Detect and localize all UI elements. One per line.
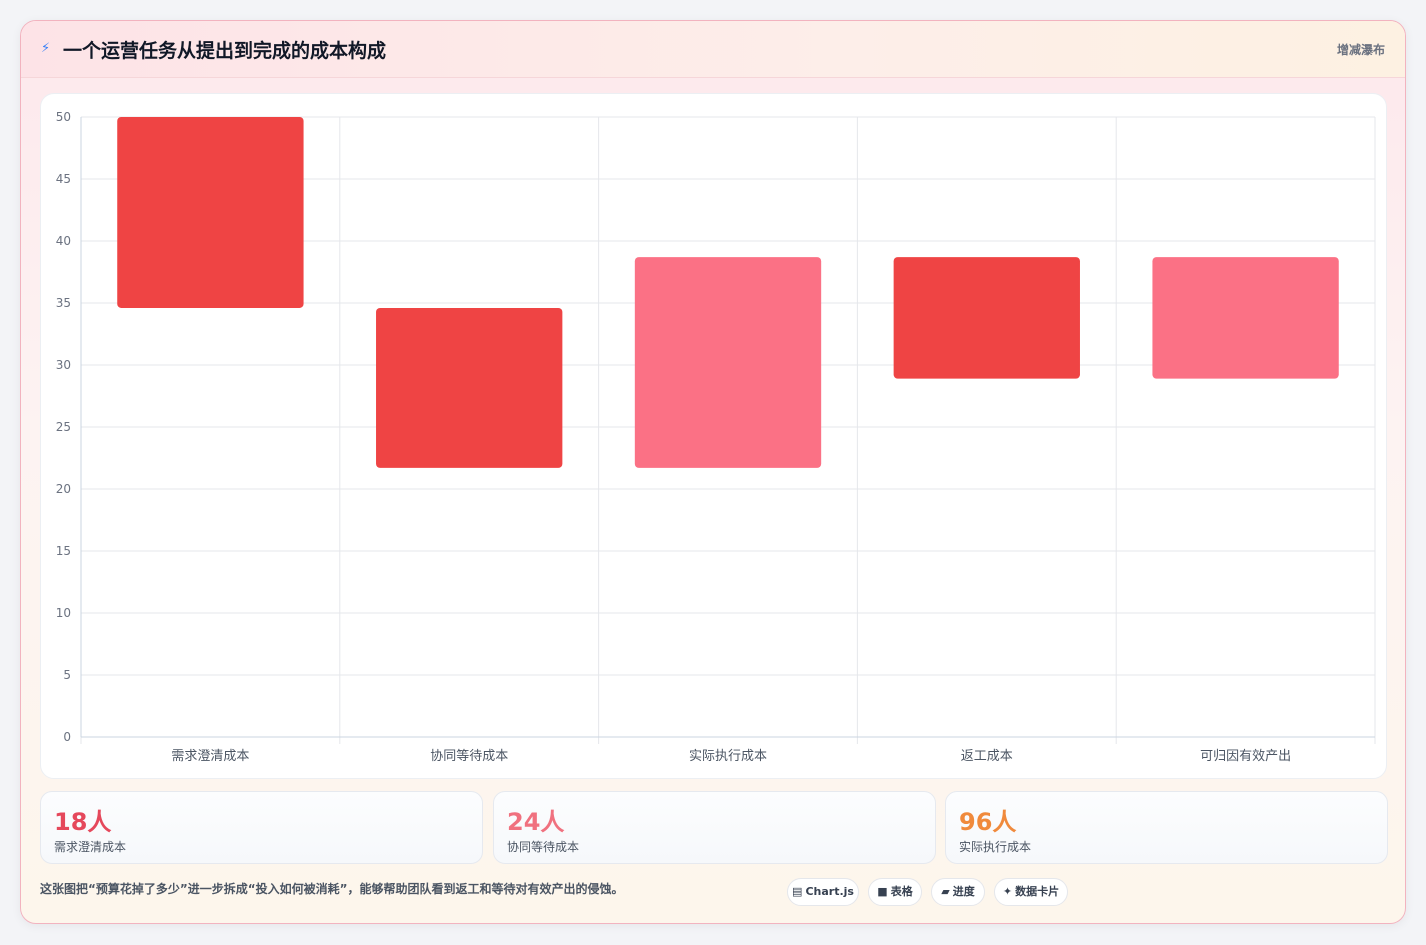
waterfall-chart: 0 5 10 15 20 25 30 35 40 45 50 需求澄清成本 协同等待成本 实际执行成本 返工… [56, 110, 1376, 764]
stat-label: 协同等待成本 [507, 840, 580, 854]
stat-label: 实际执行成本 [959, 840, 1032, 854]
y-tick-label: 35 [56, 296, 71, 310]
bar [1152, 257, 1339, 379]
page-title: 一个运营任务从提出到完成的成本构成 [63, 40, 387, 62]
x-tick-label: 协同等待成本 [430, 748, 508, 764]
x-tick-label: 返工成本 [961, 749, 1013, 764]
y-tick-label: 25 [56, 420, 71, 434]
y-tick-label: 40 [56, 234, 71, 248]
stat-card-clarify: 18人 需求澄清成本 [40, 791, 483, 864]
chart-icon: ▤ [792, 885, 803, 898]
stat-label: 需求澄清成本 [54, 840, 127, 854]
bar [893, 257, 1080, 379]
card-header: ⚡ 一个运营任务从提出到完成的成本构成 增减瀑布 [21, 21, 1405, 78]
y-tick-label: 20 [56, 482, 71, 496]
chip-datacard[interactable]: ✦ 数据卡片 [994, 878, 1068, 906]
y-tick-label: 30 [56, 358, 71, 372]
bar [117, 117, 304, 308]
stat-value: 18人 [54, 808, 112, 836]
y-tick-label: 15 [56, 544, 71, 558]
chip-chartjs[interactable]: ▤ Chart.js [787, 878, 859, 906]
stat-value: 24人 [507, 808, 565, 836]
y-tick-label: 0 [63, 730, 71, 744]
x-tick-label: 实际执行成本 [689, 749, 767, 764]
progress-icon: ▰ [941, 885, 950, 898]
chart-card: ⚡ 一个运营任务从提出到完成的成本构成 增减瀑布 0 5 10 15 20 25 30 35 4… [20, 20, 1406, 924]
y-tick-label: 50 [56, 110, 71, 124]
chip-label: 表格 [890, 885, 913, 898]
chip-label: Chart.js [805, 885, 854, 898]
x-tick-label: 可归因有效产出 [1200, 749, 1291, 764]
table-icon: ■ [877, 885, 888, 898]
chip-table[interactable]: ■ 表格 [868, 878, 922, 906]
stat-card-wait: 24人 协同等待成本 [493, 791, 936, 864]
stat-card-exec: 96人 实际执行成本 [945, 791, 1388, 864]
chip-progress[interactable]: ▰ 进度 [931, 878, 985, 906]
bar [634, 257, 822, 468]
bolt-icon: ⚡ [41, 41, 51, 56]
y-tick-label: 10 [56, 606, 71, 620]
y-tick-label: 5 [63, 668, 71, 682]
chip-label: 进度 [952, 885, 975, 898]
waterfall-mode-label[interactable]: 增减瀑布 [1336, 43, 1385, 57]
chart-panel: 0 5 10 15 20 25 30 35 40 45 50 需求澄清成本 协同等待成本 实际执行成本 返工… [40, 93, 1387, 779]
y-tick-label: 45 [56, 172, 71, 186]
chip-label: 数据卡片 [1015, 885, 1060, 898]
footnote-text: 这张图把“预算花掉了多少”进一步拆成“投入如何被消耗”，能够帮助团队看到返工和等… [40, 882, 624, 896]
card-icon: ✦ [1002, 885, 1013, 898]
bar [376, 307, 563, 468]
x-tick-label: 需求澄清成本 [171, 749, 249, 764]
stat-value: 96人 [959, 808, 1017, 836]
